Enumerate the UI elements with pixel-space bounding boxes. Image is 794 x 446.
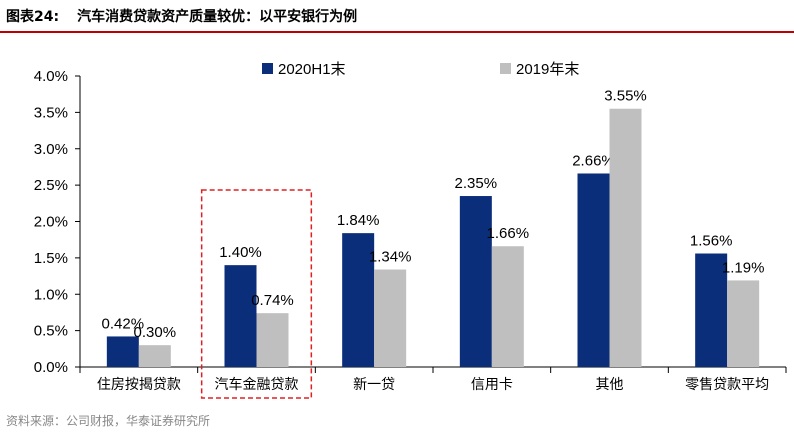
legend-label: 2019年末 bbox=[516, 61, 579, 78]
bar bbox=[342, 233, 375, 367]
bar bbox=[459, 196, 492, 367]
data-label: 0.74% bbox=[251, 292, 294, 309]
source-note: 资料来源：公司财报，华泰证券研究所 bbox=[6, 414, 211, 428]
y-tick-label: 4.0% bbox=[34, 68, 68, 85]
y-tick-label: 3.0% bbox=[34, 141, 68, 158]
y-tick-label: 3.5% bbox=[34, 104, 68, 121]
y-tick-label: 0.0% bbox=[34, 359, 68, 376]
bar bbox=[577, 173, 610, 367]
category-label: 信用卡 bbox=[471, 376, 513, 392]
category-label: 其他 bbox=[596, 376, 624, 392]
y-tick-label: 1.0% bbox=[34, 286, 68, 303]
y-tick-label: 2.0% bbox=[34, 214, 68, 231]
legend-swatch bbox=[500, 63, 511, 74]
category-label: 零售贷款平均 bbox=[685, 376, 769, 392]
data-label: 1.19% bbox=[722, 259, 765, 276]
bar bbox=[138, 345, 171, 367]
figure-title: 图表24: 汽车消费贷款资产质量较优：以平安银行为例 bbox=[6, 6, 357, 28]
y-tick-label: 2.5% bbox=[34, 177, 68, 194]
bar-chart: 0.0% 0.5% 1.0% 1.5% 2.0% 2.5% 3.0% 3.5% 4.0% 0.42… bbox=[34, 61, 787, 399]
bar bbox=[491, 246, 524, 367]
bar bbox=[256, 313, 289, 367]
bar bbox=[106, 336, 139, 367]
data-label: 1.56% bbox=[690, 233, 733, 250]
title-rule bbox=[0, 31, 794, 33]
data-label: 1.34% bbox=[369, 249, 412, 266]
highlight-box bbox=[200, 189, 313, 399]
figure-title-text: 汽车消费贷款资产质量较优：以平安银行为例 bbox=[77, 9, 358, 25]
category-label: 新一贷 bbox=[353, 376, 395, 392]
figure-label: 图表24: bbox=[6, 9, 60, 25]
data-label: 1.84% bbox=[337, 212, 380, 229]
bar bbox=[727, 280, 760, 367]
category-label: 汽车金融贷款 bbox=[215, 376, 299, 392]
bar bbox=[224, 265, 257, 367]
data-label: 1.66% bbox=[487, 225, 530, 242]
bar bbox=[609, 108, 642, 368]
data-label: 2.66% bbox=[572, 152, 615, 169]
bar bbox=[374, 269, 407, 367]
y-tick-label: 1.5% bbox=[34, 250, 68, 267]
category-label: 住房按揭贷款 bbox=[97, 376, 181, 392]
data-label: 1.40% bbox=[219, 244, 262, 261]
data-label: 0.30% bbox=[134, 324, 177, 341]
data-label: 0.42% bbox=[102, 315, 145, 332]
data-label: 3.55% bbox=[604, 88, 647, 105]
legend-label: 2020H1末 bbox=[278, 61, 346, 78]
legend-swatch bbox=[262, 63, 273, 74]
bar bbox=[695, 253, 728, 367]
y-tick-label: 0.5% bbox=[34, 323, 68, 340]
data-label: 2.35% bbox=[455, 175, 498, 192]
